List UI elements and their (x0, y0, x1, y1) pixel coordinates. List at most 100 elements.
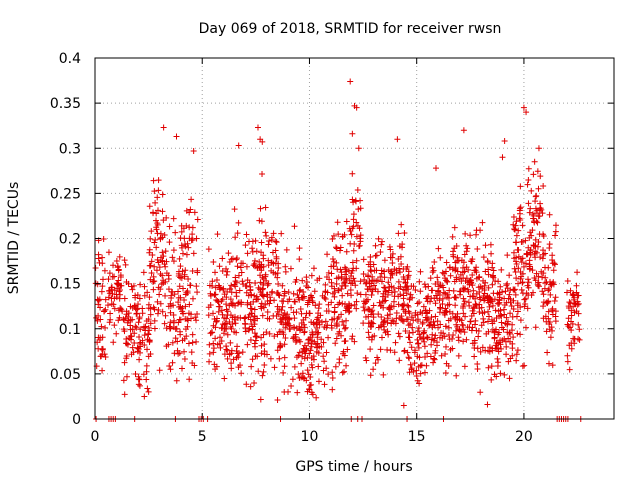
data-point (434, 274, 441, 281)
data-point (105, 249, 112, 256)
data-point (495, 331, 502, 338)
data-point (329, 235, 336, 242)
data-point (233, 347, 240, 354)
data-point (318, 336, 325, 343)
data-point (116, 314, 123, 321)
data-point (205, 304, 212, 311)
data-point (462, 313, 469, 320)
data-point (400, 266, 407, 273)
data-point (362, 291, 369, 298)
data-point (241, 315, 248, 322)
data-point (336, 328, 343, 335)
data-point (416, 299, 423, 306)
data-point (472, 317, 479, 324)
data-point (510, 213, 517, 220)
data-point (513, 260, 520, 267)
data-point (257, 289, 264, 296)
data-point (415, 344, 422, 351)
data-point (552, 222, 559, 229)
data-point (262, 229, 269, 236)
data-point (488, 250, 495, 257)
data-point (568, 318, 575, 325)
data-point (381, 323, 388, 330)
data-point (194, 269, 201, 276)
data-point (251, 340, 258, 347)
data-point (216, 286, 223, 293)
data-point (549, 311, 556, 318)
data-point (397, 269, 404, 276)
data-point (339, 300, 346, 307)
data-point (266, 300, 273, 307)
data-point (235, 219, 242, 226)
data-point (395, 230, 402, 237)
data-point (447, 272, 454, 279)
data-point (166, 223, 173, 230)
data-point (251, 379, 258, 386)
data-point (382, 289, 389, 296)
data-point (228, 360, 235, 367)
data-point (489, 273, 496, 280)
data-point (573, 289, 580, 296)
data-point (258, 249, 265, 256)
data-point (461, 298, 468, 305)
data-point (232, 234, 239, 241)
data-point (351, 278, 358, 285)
data-point (227, 339, 234, 346)
data-point (333, 245, 340, 252)
data-point (136, 382, 143, 389)
data-point (489, 320, 496, 327)
data-point (258, 239, 265, 246)
data-point (261, 348, 268, 355)
x-tick-label: 5 (198, 429, 207, 445)
data-point (191, 362, 198, 369)
data-point (298, 374, 305, 381)
data-point (473, 264, 480, 271)
data-point (229, 321, 236, 328)
data-point (249, 248, 256, 255)
data-point (427, 298, 434, 305)
data-point (370, 366, 377, 373)
data-point (117, 272, 124, 279)
data-point (414, 336, 421, 343)
data-point (296, 323, 303, 330)
data-point (258, 267, 265, 274)
data-point (129, 316, 136, 323)
data-point (123, 355, 130, 362)
data-point (255, 368, 262, 375)
data-point (353, 298, 360, 305)
data-point (228, 325, 235, 332)
data-point (424, 315, 431, 322)
data-point (177, 263, 184, 270)
data-point (415, 317, 422, 324)
data-point (430, 359, 437, 366)
data-point (107, 310, 114, 317)
data-point (286, 316, 293, 323)
data-point (259, 170, 266, 177)
data-point (263, 277, 270, 284)
data-point (151, 263, 158, 270)
data-point (210, 322, 217, 329)
data-point (387, 246, 394, 253)
data-point (540, 291, 547, 298)
data-point (244, 299, 251, 306)
data-point (530, 289, 537, 296)
data-point (210, 258, 217, 265)
data-point (507, 330, 514, 337)
data-point (325, 371, 332, 378)
data-point (105, 288, 112, 295)
data-point (515, 227, 522, 234)
data-point (457, 291, 464, 298)
data-point (442, 323, 449, 330)
data-point (233, 255, 240, 262)
data-point (105, 276, 112, 283)
data-point (474, 365, 481, 372)
data-point (163, 270, 170, 277)
data-point (296, 256, 303, 263)
data-point (521, 362, 528, 369)
data-point (127, 333, 134, 340)
data-point (118, 306, 125, 313)
data-point (223, 306, 230, 313)
data-point (277, 342, 284, 349)
data-point (147, 311, 154, 318)
data-point (474, 246, 481, 252)
